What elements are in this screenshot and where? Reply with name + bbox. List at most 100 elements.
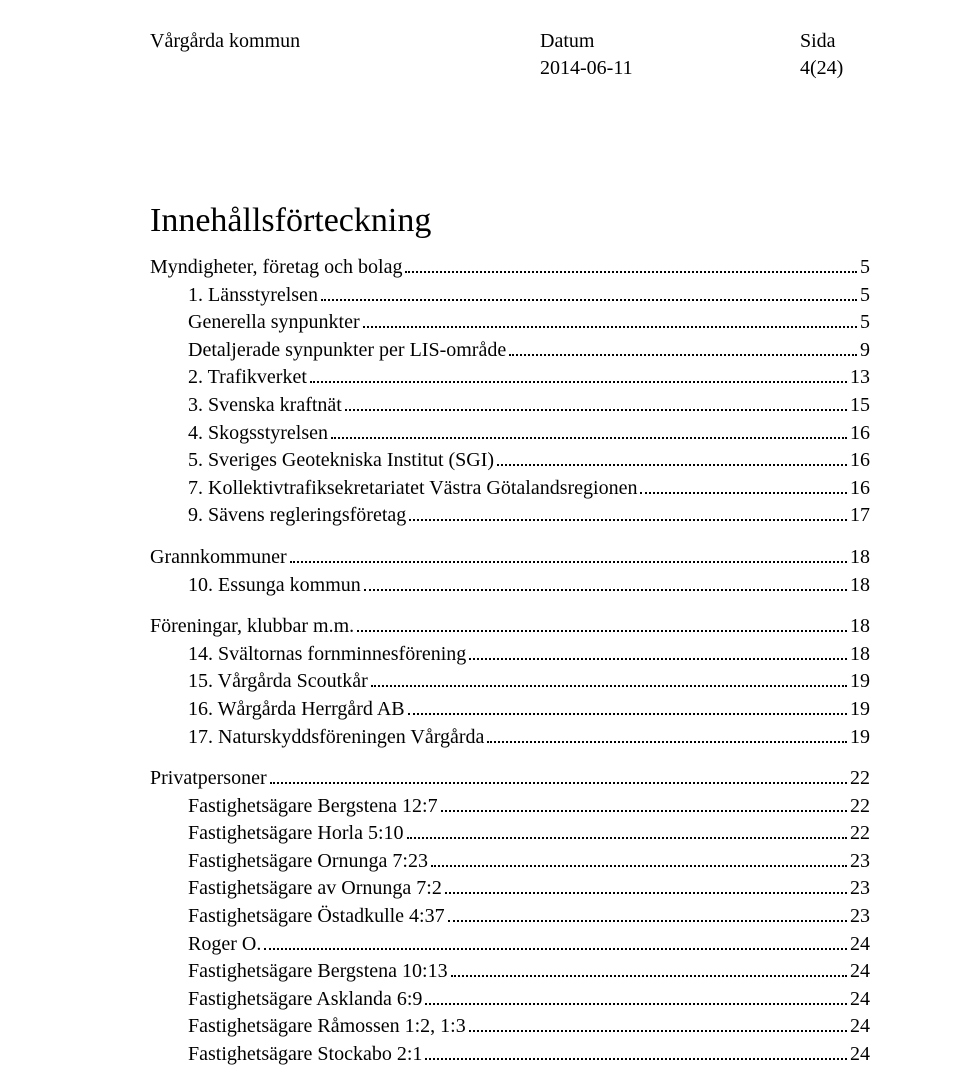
toc-subentry: 15. Vårgårda Scoutkår 19: [150, 668, 870, 696]
toc-entry-label: Myndigheter, företag och bolag: [150, 254, 402, 282]
toc-entry-page: 18: [850, 641, 870, 669]
toc-entry-page: 18: [850, 613, 870, 641]
toc-leader: [448, 906, 847, 922]
toc-subentry: 3. Svenska kraftnät 15: [150, 392, 870, 420]
toc-leader: [405, 257, 857, 273]
toc-leader: [363, 312, 857, 328]
toc-entry-label: Grannkommuner: [150, 544, 287, 572]
header-org-value: Vårgårda kommun: [150, 28, 540, 55]
toc-entry-page: 24: [850, 931, 870, 959]
toc-entry-label: Fastighetsägare Stockabo 2:1: [188, 1041, 422, 1069]
toc-entry-page: 24: [850, 1041, 870, 1069]
toc-leader: [357, 616, 847, 632]
toc-entry-label: 14. Svältornas fornminnesförening: [188, 641, 466, 669]
toc-entry-page: 15: [850, 392, 870, 420]
toc-entry-label: Fastighetsägare Östadkulle 4:37: [188, 903, 445, 931]
toc-entry-label: Fastighetsägare Bergstena 12:7: [188, 793, 438, 821]
toc-subentry: 10. Essunga kommun 18: [150, 572, 870, 600]
header-sida-label: Sida: [800, 28, 870, 55]
toc-leader: [407, 823, 848, 839]
toc-entry-label: 9. Sävens regleringsföretag: [188, 502, 406, 530]
header-datum-label: Datum: [540, 28, 800, 55]
toc-entry-page: 17: [850, 502, 870, 530]
toc-entry-page: 18: [850, 544, 870, 572]
toc-subentry: Fastighetsägare Horla 5:10 22: [150, 820, 870, 848]
toc-entry-label: Fastighetsägare Asklanda 6:9: [188, 986, 422, 1014]
toc-entry-page: 19: [850, 696, 870, 724]
toc-entry-label: 10. Essunga kommun: [188, 572, 361, 600]
toc-leader: [509, 340, 857, 356]
toc-entry-page: 16: [850, 447, 870, 475]
toc-subentry: Roger O. 24: [150, 931, 870, 959]
toc-entry-label: Detaljerade synpunkter per LIS-område: [188, 337, 506, 365]
toc-entry-page: 19: [850, 724, 870, 752]
toc-entry-page: 18: [850, 572, 870, 600]
table-of-contents: Innehållsförteckning Myndigheter, företa…: [150, 202, 870, 1069]
header-datum: Datum 2014-06-11: [540, 28, 800, 82]
toc-entry: Myndigheter, företag och bolag5: [150, 254, 870, 282]
toc-entry-page: 22: [850, 793, 870, 821]
toc-entry-page: 5: [860, 282, 870, 310]
toc-leader: [310, 367, 847, 383]
toc-subentry: 14. Svältornas fornminnesförening 18: [150, 641, 870, 669]
toc-entry-page: 22: [850, 820, 870, 848]
toc-leader: [270, 768, 847, 784]
toc-subentry: 17. Naturskyddsföreningen Vårgårda19: [150, 724, 870, 752]
toc-subentry: Fastighetsägare Östadkulle 4:3723: [150, 903, 870, 931]
toc-leader: [371, 671, 847, 687]
toc-entry-page: 24: [850, 1013, 870, 1041]
toc-subentry: Fastighetsägare Ornunga 7:2323: [150, 848, 870, 876]
toc-leader: [487, 727, 847, 743]
toc-entry-page: 22: [850, 765, 870, 793]
header-sida-value: 4(24): [800, 55, 870, 82]
toc-entry-page: 13: [850, 364, 870, 392]
toc-subentry: Generella synpunkter5: [150, 309, 870, 337]
toc-leader: [409, 505, 847, 521]
header-sida: Sida 4(24): [800, 28, 870, 82]
toc-leader: [264, 934, 847, 950]
toc-subentry: Fastighetsägare Bergstena 10:13 24: [150, 958, 870, 986]
toc-entry-page: 23: [850, 875, 870, 903]
page-header: Vårgårda kommun Datum 2014-06-11 Sida 4(…: [150, 28, 870, 82]
toc-entry-label: 15. Vårgårda Scoutkår: [188, 668, 368, 696]
toc-subentry: 1. Länsstyrelsen 5: [150, 282, 870, 310]
toc-entry-page: 9: [860, 337, 870, 365]
toc-entry-label: Fastighetsägare Horla 5:10: [188, 820, 404, 848]
toc-leader: [431, 851, 847, 867]
toc-entry: Privatpersoner22: [150, 765, 870, 793]
toc-leader: [408, 699, 847, 715]
toc-leader: [290, 547, 847, 563]
toc-entry-label: Föreningar, klubbar m.m.: [150, 613, 354, 641]
toc-subentry: Fastighetsägare av Ornunga 7:223: [150, 875, 870, 903]
toc-subentry: Fastighetsägare Stockabo 2:1 24: [150, 1041, 870, 1069]
toc-entry: Föreningar, klubbar m.m. 18: [150, 613, 870, 641]
toc-leader: [425, 1044, 847, 1060]
header-org: Vårgårda kommun: [150, 28, 540, 82]
toc-entry-label: Generella synpunkter: [188, 309, 360, 337]
toc-leader: [640, 478, 847, 494]
toc-leader: [497, 450, 847, 466]
toc-entry-label: Fastighetsägare Bergstena 10:13: [188, 958, 448, 986]
toc-entry-label: Fastighetsägare Råmossen 1:2, 1:3: [188, 1013, 466, 1041]
toc-leader: [441, 796, 847, 812]
toc-entry-label: Roger O.: [188, 931, 261, 959]
toc-entry-label: 1. Länsstyrelsen: [188, 282, 318, 310]
toc-entry-page: 19: [850, 668, 870, 696]
toc-leader: [364, 575, 847, 591]
toc-subentry: Fastighetsägare Råmossen 1:2, 1:3 24: [150, 1013, 870, 1041]
header-datum-value: 2014-06-11: [540, 55, 800, 82]
toc-entry-page: 24: [850, 986, 870, 1014]
document-page: Vårgårda kommun Datum 2014-06-11 Sida 4(…: [0, 0, 960, 1056]
toc-title: Innehållsförteckning: [150, 202, 870, 240]
toc-subentry: 9. Sävens regleringsföretag 17: [150, 502, 870, 530]
toc-leader: [425, 989, 847, 1005]
toc-subentry: 2. Trafikverket13: [150, 364, 870, 392]
toc-entry-label: 5. Sveriges Geotekniska Institut (SGI): [188, 447, 494, 475]
toc-list: Myndigheter, företag och bolag51. Länsst…: [150, 254, 870, 1069]
toc-leader: [451, 961, 847, 977]
toc-leader: [321, 285, 857, 301]
toc-entry-label: 16. Wårgårda Herrgård AB: [188, 696, 405, 724]
toc-subentry: 4. Skogsstyrelsen16: [150, 420, 870, 448]
toc-entry-label: 3. Svenska kraftnät: [188, 392, 342, 420]
toc-entry-page: 24: [850, 958, 870, 986]
